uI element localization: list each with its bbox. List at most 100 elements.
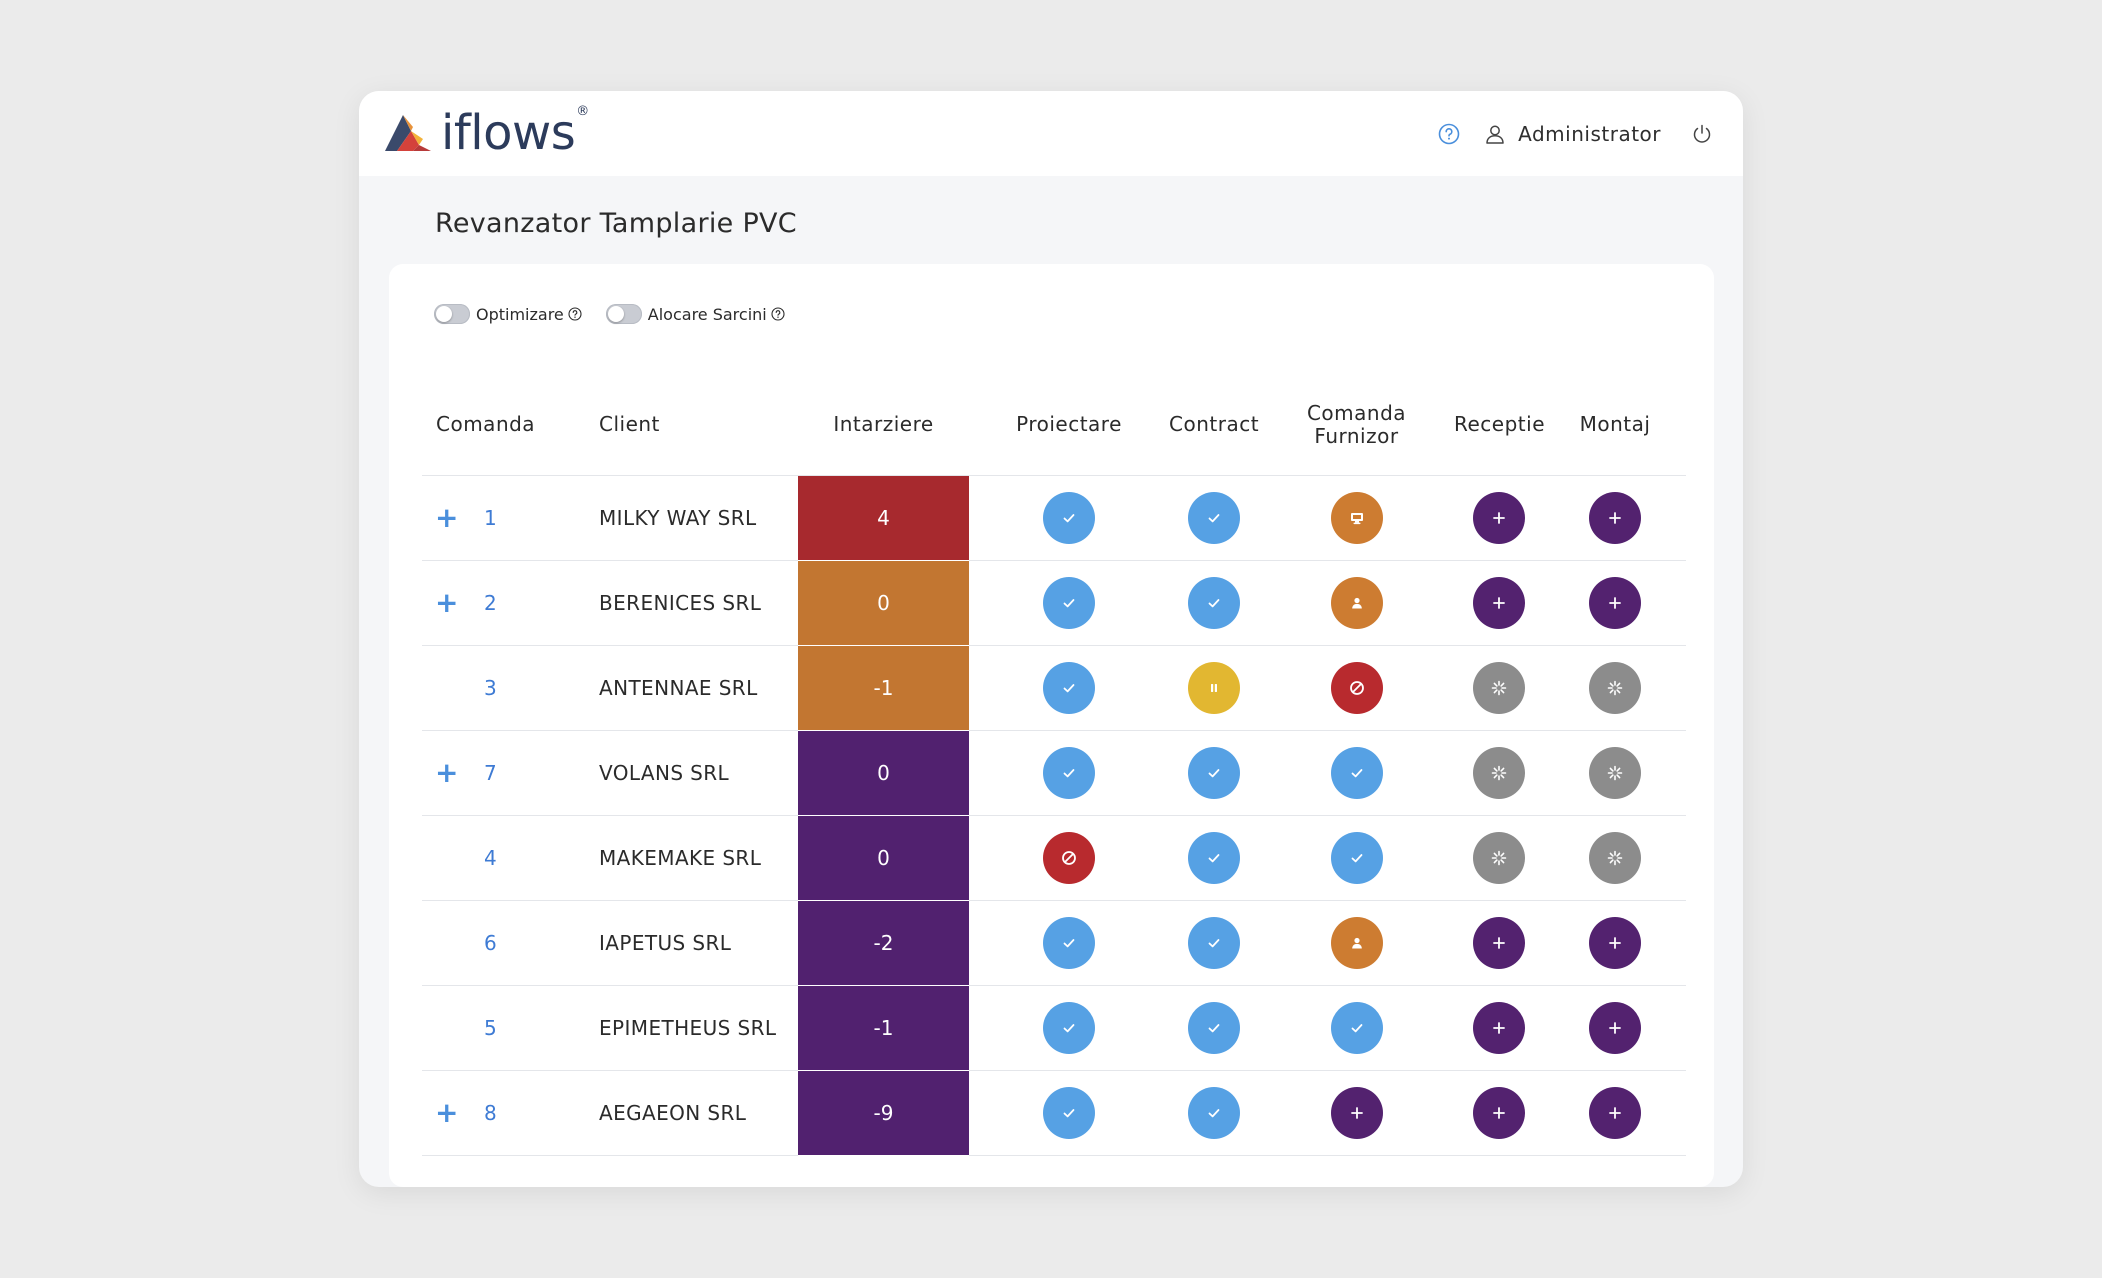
expand-row-icon[interactable]: + (435, 586, 459, 619)
spinner-icon[interactable] (1589, 747, 1641, 799)
status-cell-proiectare (969, 985, 1169, 1071)
plus-icon[interactable] (1473, 1002, 1525, 1054)
check-icon[interactable] (1330, 832, 1383, 884)
check-icon[interactable] (1188, 1002, 1240, 1054)
plus-icon[interactable] (1589, 1002, 1641, 1054)
check-icon[interactable] (1188, 747, 1240, 799)
power-icon[interactable] (1691, 123, 1713, 145)
check-icon[interactable] (1188, 492, 1240, 544)
check-icon[interactable] (1188, 577, 1240, 629)
logo[interactable]: iflows ® (383, 104, 589, 157)
blocked-icon[interactable] (1043, 832, 1095, 884)
status-cell-montaj (1544, 730, 1686, 816)
table-body: +1 MILKY WAY SRL 4 +2 BERENICES SRL 0 3 ANTENNA… (422, 475, 1686, 1156)
expand-row-icon[interactable]: + (435, 756, 459, 789)
person-icon[interactable] (1330, 577, 1383, 629)
spinner-icon[interactable] (1589, 832, 1641, 884)
check-icon[interactable] (1043, 577, 1095, 629)
col-comanda-furnizor-line1: Comanda (1306, 400, 1407, 425)
check-icon[interactable] (1330, 747, 1383, 799)
order-cell: 5 (422, 985, 599, 1071)
plus-icon[interactable] (1473, 1087, 1525, 1139)
col-proiectare[interactable]: Proiectare (969, 374, 1169, 476)
monitor-icon[interactable] (1330, 492, 1383, 544)
expand-row-icon[interactable]: + (435, 1096, 459, 1129)
status-cell-proiectare (969, 645, 1169, 731)
status-cell-comanda-furnizor (1259, 730, 1454, 816)
col-intarziere[interactable]: Intarziere (798, 374, 969, 476)
help-icon[interactable] (1438, 123, 1460, 145)
order-cell: 6 (422, 900, 599, 986)
table-row[interactable]: 5 EPIMETHEUS SRL -1 (422, 985, 1686, 1071)
check-icon[interactable] (1188, 832, 1240, 884)
table-row[interactable]: +2 BERENICES SRL 0 (422, 560, 1686, 646)
spinner-icon[interactable] (1473, 747, 1525, 799)
order-number-link[interactable]: 2 (484, 591, 497, 615)
col-client[interactable]: Client (599, 374, 798, 476)
optimizare-switch[interactable] (434, 304, 470, 324)
check-icon[interactable] (1330, 1002, 1383, 1054)
expand-row-icon[interactable]: + (435, 501, 459, 534)
plus-icon[interactable] (1473, 917, 1525, 969)
alocare-sarcini-switch[interactable] (605, 304, 642, 324)
person-icon[interactable] (1330, 917, 1383, 969)
check-icon[interactable] (1043, 662, 1095, 714)
col-montaj[interactable]: Montaj (1544, 374, 1686, 476)
spinner-icon[interactable] (1473, 662, 1525, 714)
status-cell-receptie (1454, 730, 1544, 816)
check-icon[interactable] (1188, 917, 1240, 969)
plus-icon[interactable] (1589, 917, 1641, 969)
spinner-icon[interactable] (1473, 832, 1525, 884)
table-row[interactable]: 3 ANTENNAE SRL -1 (422, 645, 1686, 731)
help-icon[interactable] (771, 307, 785, 321)
order-number-link[interactable]: 8 (484, 1101, 497, 1125)
table-row[interactable]: +1 MILKY WAY SRL 4 (422, 475, 1686, 561)
table-row[interactable]: +8 AEGAEON SRL -9 (422, 1070, 1686, 1156)
status-cell-montaj (1544, 815, 1686, 901)
col-contract[interactable]: Contract (1169, 374, 1259, 476)
toggle-bar: Optimizare Alocare Sarcini (434, 304, 809, 324)
order-number-link[interactable]: 1 (484, 506, 497, 530)
status-cell-contract (1169, 730, 1259, 816)
plus-icon[interactable] (1473, 492, 1525, 544)
order-number-link[interactable]: 7 (484, 761, 497, 785)
status-cell-contract (1169, 815, 1259, 901)
order-number-link[interactable]: 4 (484, 846, 497, 870)
client-name: AEGAEON SRL (599, 1070, 798, 1156)
plus-icon[interactable] (1589, 1087, 1641, 1139)
help-icon[interactable] (568, 307, 582, 321)
check-icon[interactable] (1043, 917, 1095, 969)
status-cell-proiectare (969, 1070, 1169, 1156)
col-comanda-furnizor[interactable]: Comanda Furnizor (1259, 374, 1454, 476)
check-icon[interactable] (1043, 492, 1095, 544)
user-name[interactable]: Administrator (1518, 121, 1661, 146)
status-cell-proiectare (969, 730, 1169, 816)
blocked-icon[interactable] (1330, 662, 1383, 714)
plus-icon[interactable] (1473, 577, 1525, 629)
spinner-icon[interactable] (1589, 662, 1641, 714)
user-icon[interactable] (1484, 123, 1506, 145)
table-row[interactable]: 6 IAPETUS SRL -2 (422, 900, 1686, 986)
optimizare-label: Optimizare (476, 304, 564, 324)
check-icon[interactable] (1188, 1087, 1240, 1139)
toggle-alocare-sarcini: Alocare Sarcini (605, 304, 785, 324)
status-cell-montaj (1544, 560, 1686, 646)
order-number-link[interactable]: 5 (484, 1016, 497, 1040)
delay-value: -9 (798, 1070, 969, 1156)
delay-value: 4 (798, 475, 969, 561)
plus-icon[interactable] (1330, 1087, 1383, 1139)
plus-icon[interactable] (1589, 492, 1641, 544)
check-icon[interactable] (1043, 1087, 1095, 1139)
pause-icon[interactable] (1188, 662, 1240, 714)
order-number-link[interactable]: 6 (484, 931, 497, 955)
check-icon[interactable] (1043, 1002, 1095, 1054)
table-row[interactable]: +7 VOLANS SRL 0 (422, 730, 1686, 816)
client-name: MAKEMAKE SRL (599, 815, 798, 901)
plus-icon[interactable] (1589, 577, 1641, 629)
table-row[interactable]: 4 MAKEMAKE SRL 0 (422, 815, 1686, 901)
toggle-optimizare: Optimizare (434, 304, 582, 324)
check-icon[interactable] (1043, 747, 1095, 799)
col-receptie[interactable]: Receptie (1454, 374, 1545, 476)
order-number-link[interactable]: 3 (484, 676, 497, 700)
col-comanda[interactable]: Comanda (422, 374, 599, 476)
